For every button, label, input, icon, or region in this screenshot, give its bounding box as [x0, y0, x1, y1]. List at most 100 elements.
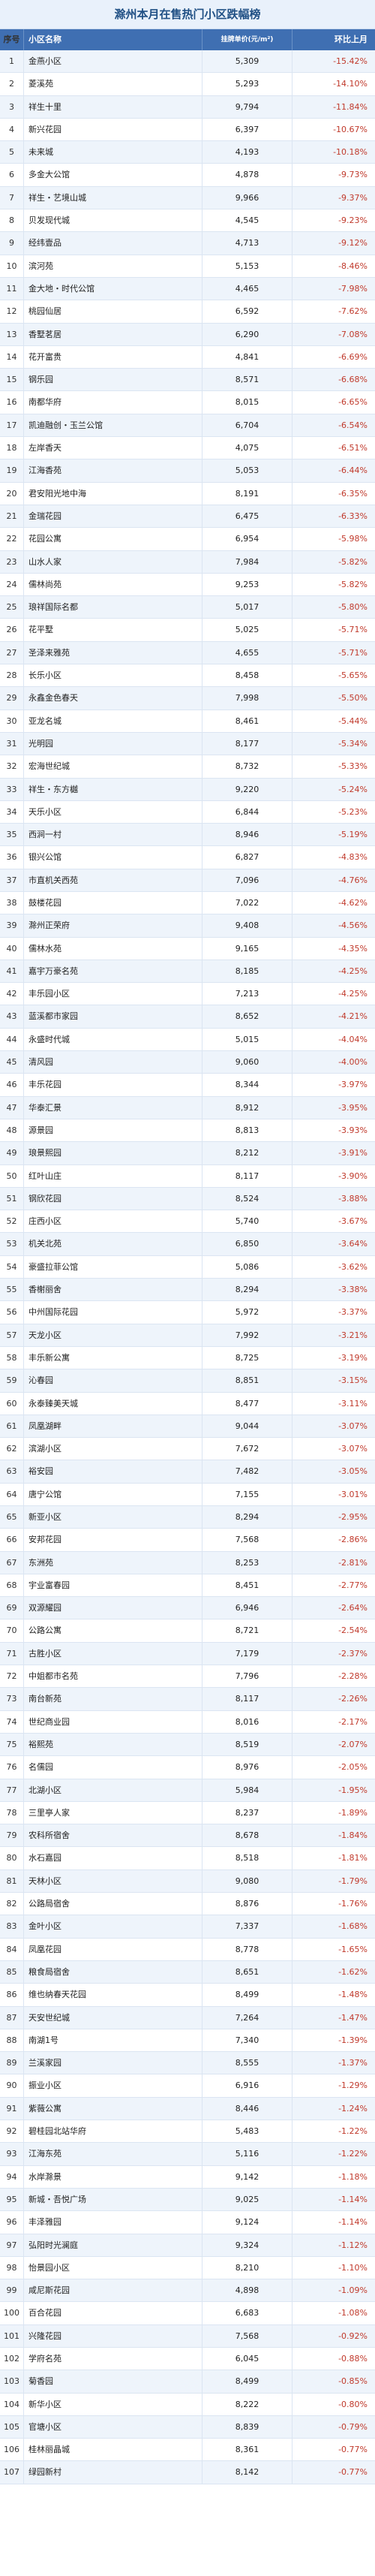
header-change: 环比上月	[334, 35, 368, 44]
row-name: 庄西小区	[24, 1210, 202, 1233]
row-change: -6.65%	[338, 397, 368, 408]
row-price: 7,264	[202, 2006, 292, 2029]
row-rank: 34	[0, 800, 24, 824]
table-row: 94 水岸滁景 9,142 -1.18%	[0, 2165, 375, 2189]
row-change: -10.67%	[333, 124, 368, 134]
row-rank: 58	[0, 1346, 24, 1369]
row-rank: 93	[0, 2143, 24, 2165]
row-price: 9,966	[202, 186, 292, 209]
row-change: -1.08%	[338, 2308, 368, 2318]
row-rank: 36	[0, 846, 24, 869]
row-name: 官塘小区	[24, 2415, 202, 2439]
row-rank: 12	[0, 300, 24, 323]
table-row: 49 琅景熙园 8,212 -3.91%	[0, 1142, 375, 1165]
row-change: -5.65%	[338, 670, 368, 681]
row-price: 9,025	[202, 2188, 292, 2211]
row-change: -3.38%	[338, 1285, 368, 1295]
row-price: 7,568	[202, 2324, 292, 2347]
table-row: 8 贝发现代城 4,545 -9.23%	[0, 209, 375, 233]
row-price: 8,813	[202, 1119, 292, 1142]
row-price: 6,916	[202, 2074, 292, 2097]
row-change: -3.07%	[338, 1421, 368, 1431]
row-change: -2.17%	[338, 1716, 368, 1727]
table-row: 30 亚龙名城 8,461 -5.44%	[0, 710, 375, 733]
table-row: 13 香墅茗居 6,290 -7.08%	[0, 323, 375, 346]
row-change: -6.68%	[338, 375, 368, 385]
row-name: 银兴公馆	[24, 846, 202, 869]
row-rank: 61	[0, 1415, 24, 1438]
row-rank: 96	[0, 2211, 24, 2234]
row-price: 6,850	[202, 1233, 292, 1255]
row-rank: 106	[0, 2439, 24, 2461]
table-row: 63 裕安园 7,482 -3.05%	[0, 1460, 375, 1484]
row-price: 8,721	[202, 1619, 292, 1642]
header-price: 挂牌单价(元/m²)	[202, 29, 292, 50]
row-rank: 44	[0, 1028, 24, 1051]
table-row: 65 新亚小区 8,294 -2.95%	[0, 1506, 375, 1529]
row-rank: 1	[0, 50, 24, 73]
table-row: 12 桃园仙居 6,592 -7.62%	[0, 300, 375, 324]
row-change: -4.83%	[338, 852, 368, 863]
table-row: 2 菱溪苑 5,293 -14.10%	[0, 73, 375, 96]
row-change: -2.26%	[338, 1694, 368, 1704]
row-name: 市直机关西苑	[24, 869, 202, 891]
row-price: 7,482	[202, 1460, 292, 1483]
row-change: -6.54%	[338, 420, 368, 430]
row-name: 咸尼斯花园	[24, 2279, 202, 2302]
row-price: 8,294	[202, 1506, 292, 1529]
table-row: 33 祥生・东方樾 9,220 -5.24%	[0, 778, 375, 801]
row-price: 6,475	[202, 505, 292, 528]
row-name: 永泰臻美天城	[24, 1392, 202, 1415]
row-change: -1.84%	[338, 1830, 368, 1841]
row-rank: 81	[0, 1869, 24, 1893]
row-change: -6.44%	[338, 465, 368, 476]
row-price: 7,672	[202, 1438, 292, 1460]
row-rank: 2	[0, 73, 24, 95]
row-name: 公路局宿舍	[24, 1893, 202, 1915]
row-name: 公路公寓	[24, 1619, 202, 1642]
row-rank: 82	[0, 1893, 24, 1915]
row-name: 华泰汇景	[24, 1096, 202, 1119]
table-row: 70 公路公寓 8,721 -2.54%	[0, 1619, 375, 1643]
row-name: 儒林尚苑	[24, 573, 202, 596]
row-change: -1.14%	[338, 2217, 368, 2228]
row-change: -3.01%	[338, 1489, 368, 1499]
row-rank: 64	[0, 1483, 24, 1505]
row-change: -14.10%	[333, 79, 368, 89]
row-change: -2.37%	[338, 1648, 368, 1659]
row-name: 未来城	[24, 141, 202, 164]
table-row: 58 丰乐新公寓 8,725 -3.19%	[0, 1346, 375, 1370]
row-rank: 20	[0, 482, 24, 505]
row-name: 维也纳春天花园	[24, 1984, 202, 2006]
row-price: 6,683	[202, 2302, 292, 2324]
table-row: 61 凤凰湖畔 9,044 -3.07%	[0, 1415, 375, 1439]
row-rank: 69	[0, 1597, 24, 1619]
table-row: 79 农科所宿舍 8,678 -1.84%	[0, 1824, 375, 1848]
row-name: 南都华府	[24, 391, 202, 414]
table-row: 83 金叶小区 7,337 -1.68%	[0, 1915, 375, 1939]
row-rank: 85	[0, 1960, 24, 1984]
row-price: 5,740	[202, 1210, 292, 1233]
table-row: 74 世纪商业园 8,016 -2.17%	[0, 1710, 375, 1734]
row-price: 5,984	[202, 1779, 292, 1801]
row-price: 8,477	[202, 1392, 292, 1415]
row-name: 蓝溪都市家园	[24, 1005, 202, 1028]
table-row: 24 儒林尚苑 9,253 -5.82%	[0, 573, 375, 597]
row-rank: 84	[0, 1938, 24, 1960]
row-rank: 17	[0, 414, 24, 437]
row-change: -3.97%	[338, 1080, 368, 1090]
row-price: 8,294	[202, 1279, 292, 1301]
table-row: 26 花平墅 5,025 -5.71%	[0, 619, 375, 642]
row-price: 4,713	[202, 232, 292, 255]
row-change: -5.71%	[338, 647, 368, 658]
row-rank: 21	[0, 505, 24, 528]
row-rank: 26	[0, 619, 24, 641]
row-rank: 100	[0, 2302, 24, 2324]
row-rank: 52	[0, 1210, 24, 1233]
row-rank: 70	[0, 1619, 24, 1642]
row-price: 7,796	[202, 1665, 292, 1688]
row-name: 宇业富春园	[24, 1574, 202, 1597]
row-change: -3.37%	[338, 1307, 368, 1318]
row-price: 7,337	[202, 1915, 292, 1938]
row-rank: 30	[0, 710, 24, 732]
